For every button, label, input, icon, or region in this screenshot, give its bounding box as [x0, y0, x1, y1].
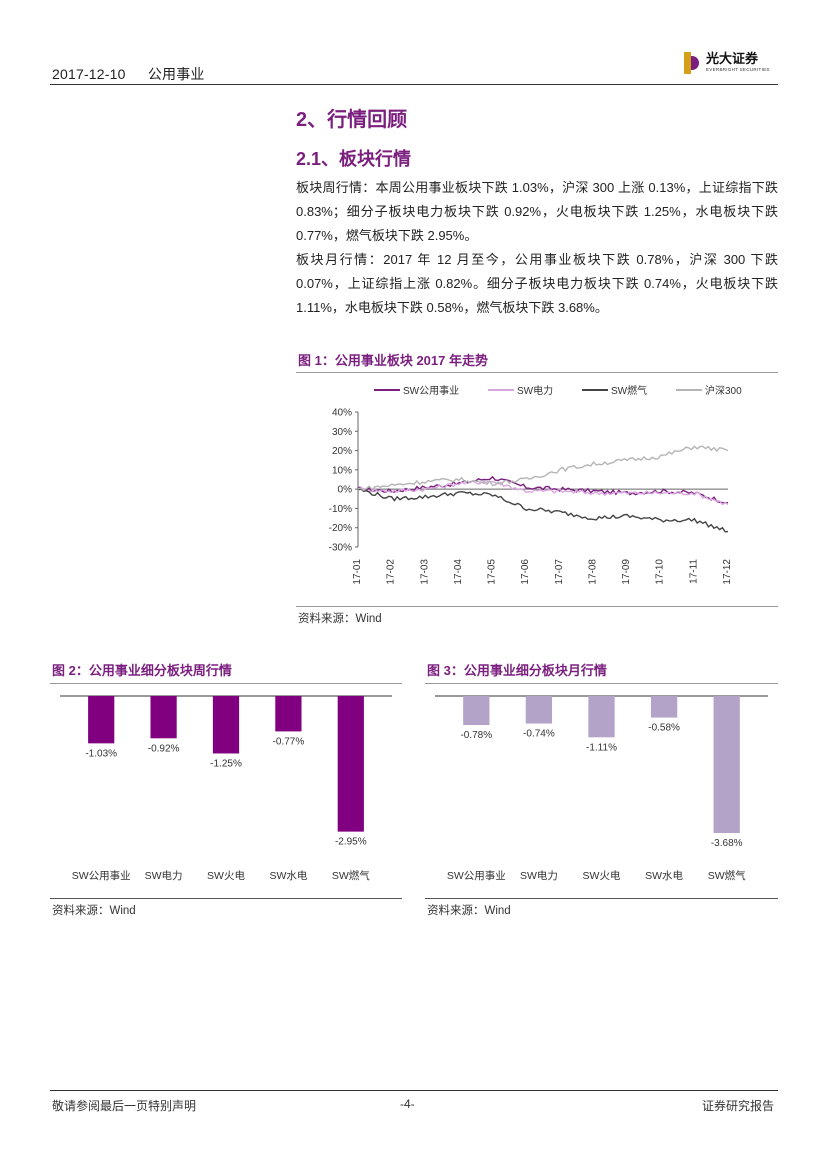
bar-value-label-2: -1.25%	[210, 758, 242, 769]
figure2-bar-chart: -1.03% SW公用事业 -0.92% SW电力 -1.25% SW火电 -0.77% SW…	[60, 695, 392, 882]
y-tick-label-3: 10%	[332, 465, 352, 476]
company-logo: 光大证券 EVERBRIGHT SECURITIES	[684, 52, 770, 74]
legend-label-0: SW公用事业	[403, 384, 459, 397]
x-tick-label-0: 17-01	[352, 559, 363, 585]
header-date: 2017-12-10	[52, 66, 126, 82]
category-label-1: SW电力	[145, 869, 183, 882]
bar-3	[275, 696, 302, 732]
figure1-source: 资料来源：Wind	[298, 613, 382, 625]
footer-rule	[50, 1090, 778, 1091]
legend-label-3: 沪深300	[705, 384, 742, 397]
bar-value-label-3: -0.58%	[648, 723, 680, 734]
bar-2	[212, 696, 240, 754]
legend-label-1: SW电力	[517, 384, 553, 397]
figure3-title: 图 3：公用事业细分板块月行情	[427, 663, 607, 678]
bar-value-label-4: -3.68%	[711, 838, 743, 849]
header-rule	[50, 84, 778, 85]
category-label-2: SW火电	[207, 869, 245, 882]
y-tick-label-7: -30%	[329, 543, 352, 554]
paragraph-monthly: 板块月行情：2017 年 12 月至今，公用事业板块下跌 0.78%，沪深 30…	[296, 252, 778, 315]
category-label-3: SW水电	[269, 869, 307, 882]
y-tick-label-6: -20%	[329, 523, 352, 534]
category-label-4: SW燃气	[708, 869, 746, 882]
figure1-title: 图 1：公用事业板块 2017 年走势	[298, 353, 488, 368]
x-tick-label-7: 17-08	[587, 559, 598, 585]
bar-value-label-4: -2.95%	[335, 837, 367, 848]
x-tick-label-6: 17-07	[554, 559, 565, 585]
category-label-3: SW水电	[645, 869, 683, 882]
paragraph-weekly: 板块周行情：本周公用事业板块下跌 1.03%，沪深 300 上涨 0.13%，上…	[296, 180, 778, 243]
y-tick-label-0: 40%	[332, 408, 352, 419]
bar-4	[713, 696, 740, 833]
category-label-4: SW燃气	[332, 869, 370, 882]
figure1-top-rule	[296, 372, 778, 373]
category-label-1: SW电力	[520, 869, 558, 882]
bar-2	[588, 696, 615, 738]
x-tick-label-8: 17-09	[621, 559, 632, 585]
x-tick-label-9: 17-10	[655, 559, 666, 585]
figure2-top-rule	[50, 683, 402, 684]
header-date-category: 2017-12-10 公用事业	[52, 64, 205, 84]
category-label-0: SW公用事业	[72, 869, 131, 882]
logo-text-cn: 光大证券	[706, 52, 759, 67]
logo-text-en: EVERBRIGHT SECURITIES	[706, 67, 770, 72]
series-line-1	[357, 480, 729, 506]
category-label-2: SW火电	[583, 869, 621, 882]
category-label-0: SW公用事业	[447, 869, 506, 882]
bar-value-label-0: -1.03%	[85, 748, 117, 759]
figure1-line-chart: SW公用事业 SW电力 SW燃气 沪深300 40% 30% 20% 10% 0% -10% -20…	[329, 384, 742, 585]
series-line-2	[357, 488, 729, 533]
x-tick-label-2: 17-03	[419, 559, 430, 585]
footer-report-type: 证券研究报告	[702, 1099, 775, 1113]
bar-value-label-3: -0.77%	[273, 736, 305, 747]
bar-value-label-1: -0.74%	[523, 729, 555, 740]
x-tick-label-4: 17-05	[487, 559, 498, 585]
x-tick-label-10: 17-11	[688, 559, 699, 584]
footer-disclaimer: 敬请参阅最后一页特别声明	[52, 1099, 197, 1113]
bar-0	[463, 696, 490, 726]
x-tick-label-1: 17-02	[386, 559, 397, 585]
legend-label-2: SW燃气	[611, 384, 647, 397]
x-tick-label-3: 17-04	[453, 559, 464, 585]
figure1-bottom-rule	[296, 606, 778, 607]
bar-value-label-0: -0.78%	[460, 730, 492, 741]
y-tick-label-5: -10%	[329, 504, 352, 515]
bar-value-label-2: -1.11%	[586, 742, 617, 753]
bar-0	[88, 696, 115, 744]
y-tick-label-4: 0%	[338, 485, 353, 496]
bar-3	[650, 696, 678, 718]
figure2-source: 资料来源：Wind	[52, 905, 136, 917]
section-title: 2、行情回顾	[296, 109, 408, 131]
y-tick-label-2: 20%	[332, 446, 352, 457]
bar-4	[337, 696, 364, 832]
bar-value-label-1: -0.92%	[148, 743, 180, 754]
footer-page-number: -4-	[400, 1097, 415, 1111]
logo-mark-icon	[684, 52, 700, 74]
header-category: 公用事业	[147, 66, 205, 82]
series-line-3	[357, 445, 729, 492]
bar-1	[150, 696, 177, 739]
figure3-source: 资料来源：Wind	[427, 905, 511, 917]
figure2-title: 图 2：公用事业细分板块周行情	[52, 663, 232, 678]
figure3-bar-chart: -0.78% SW公用事业 -0.74% SW电力 -1.11% SW火电 -0.58% SW…	[435, 695, 768, 882]
y-tick-label-1: 30%	[332, 427, 352, 438]
x-tick-label-5: 17-06	[520, 559, 531, 585]
x-tick-label-11: 17-12	[722, 559, 733, 585]
figure3-top-rule	[425, 683, 778, 684]
subsection-title: 2.1、板块行情	[296, 149, 412, 169]
figure3-bottom-rule	[425, 898, 778, 899]
bar-1	[525, 696, 553, 724]
figure2-bottom-rule	[50, 898, 402, 899]
